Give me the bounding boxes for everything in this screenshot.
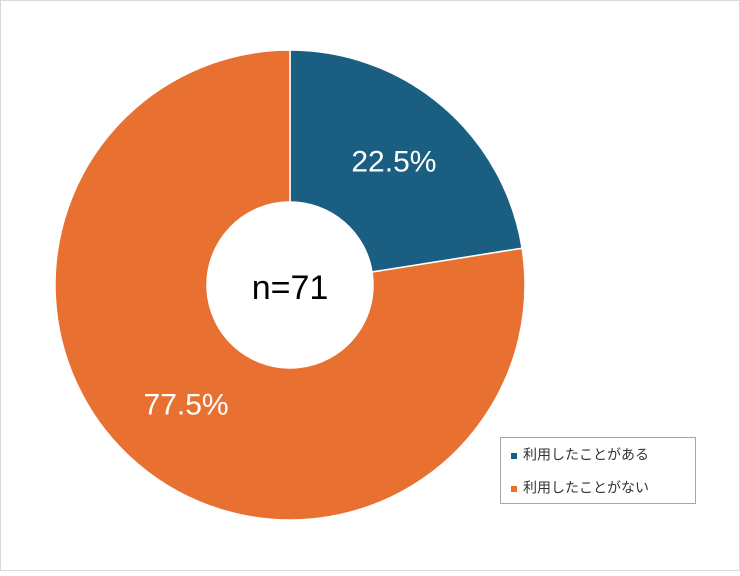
- legend-label: 利用したことがある: [523, 447, 649, 463]
- legend-label: 利用したことがない: [523, 480, 649, 496]
- donut-slice: [54, 49, 526, 521]
- legend-box: [500, 437, 696, 504]
- legend-swatch: [511, 486, 517, 492]
- center-label: n=71: [252, 269, 329, 307]
- data-label: 22.5%: [351, 145, 436, 178]
- legend-swatch: [511, 453, 517, 459]
- donut-slice: [289, 49, 523, 273]
- data-label: 77.5%: [144, 389, 229, 422]
